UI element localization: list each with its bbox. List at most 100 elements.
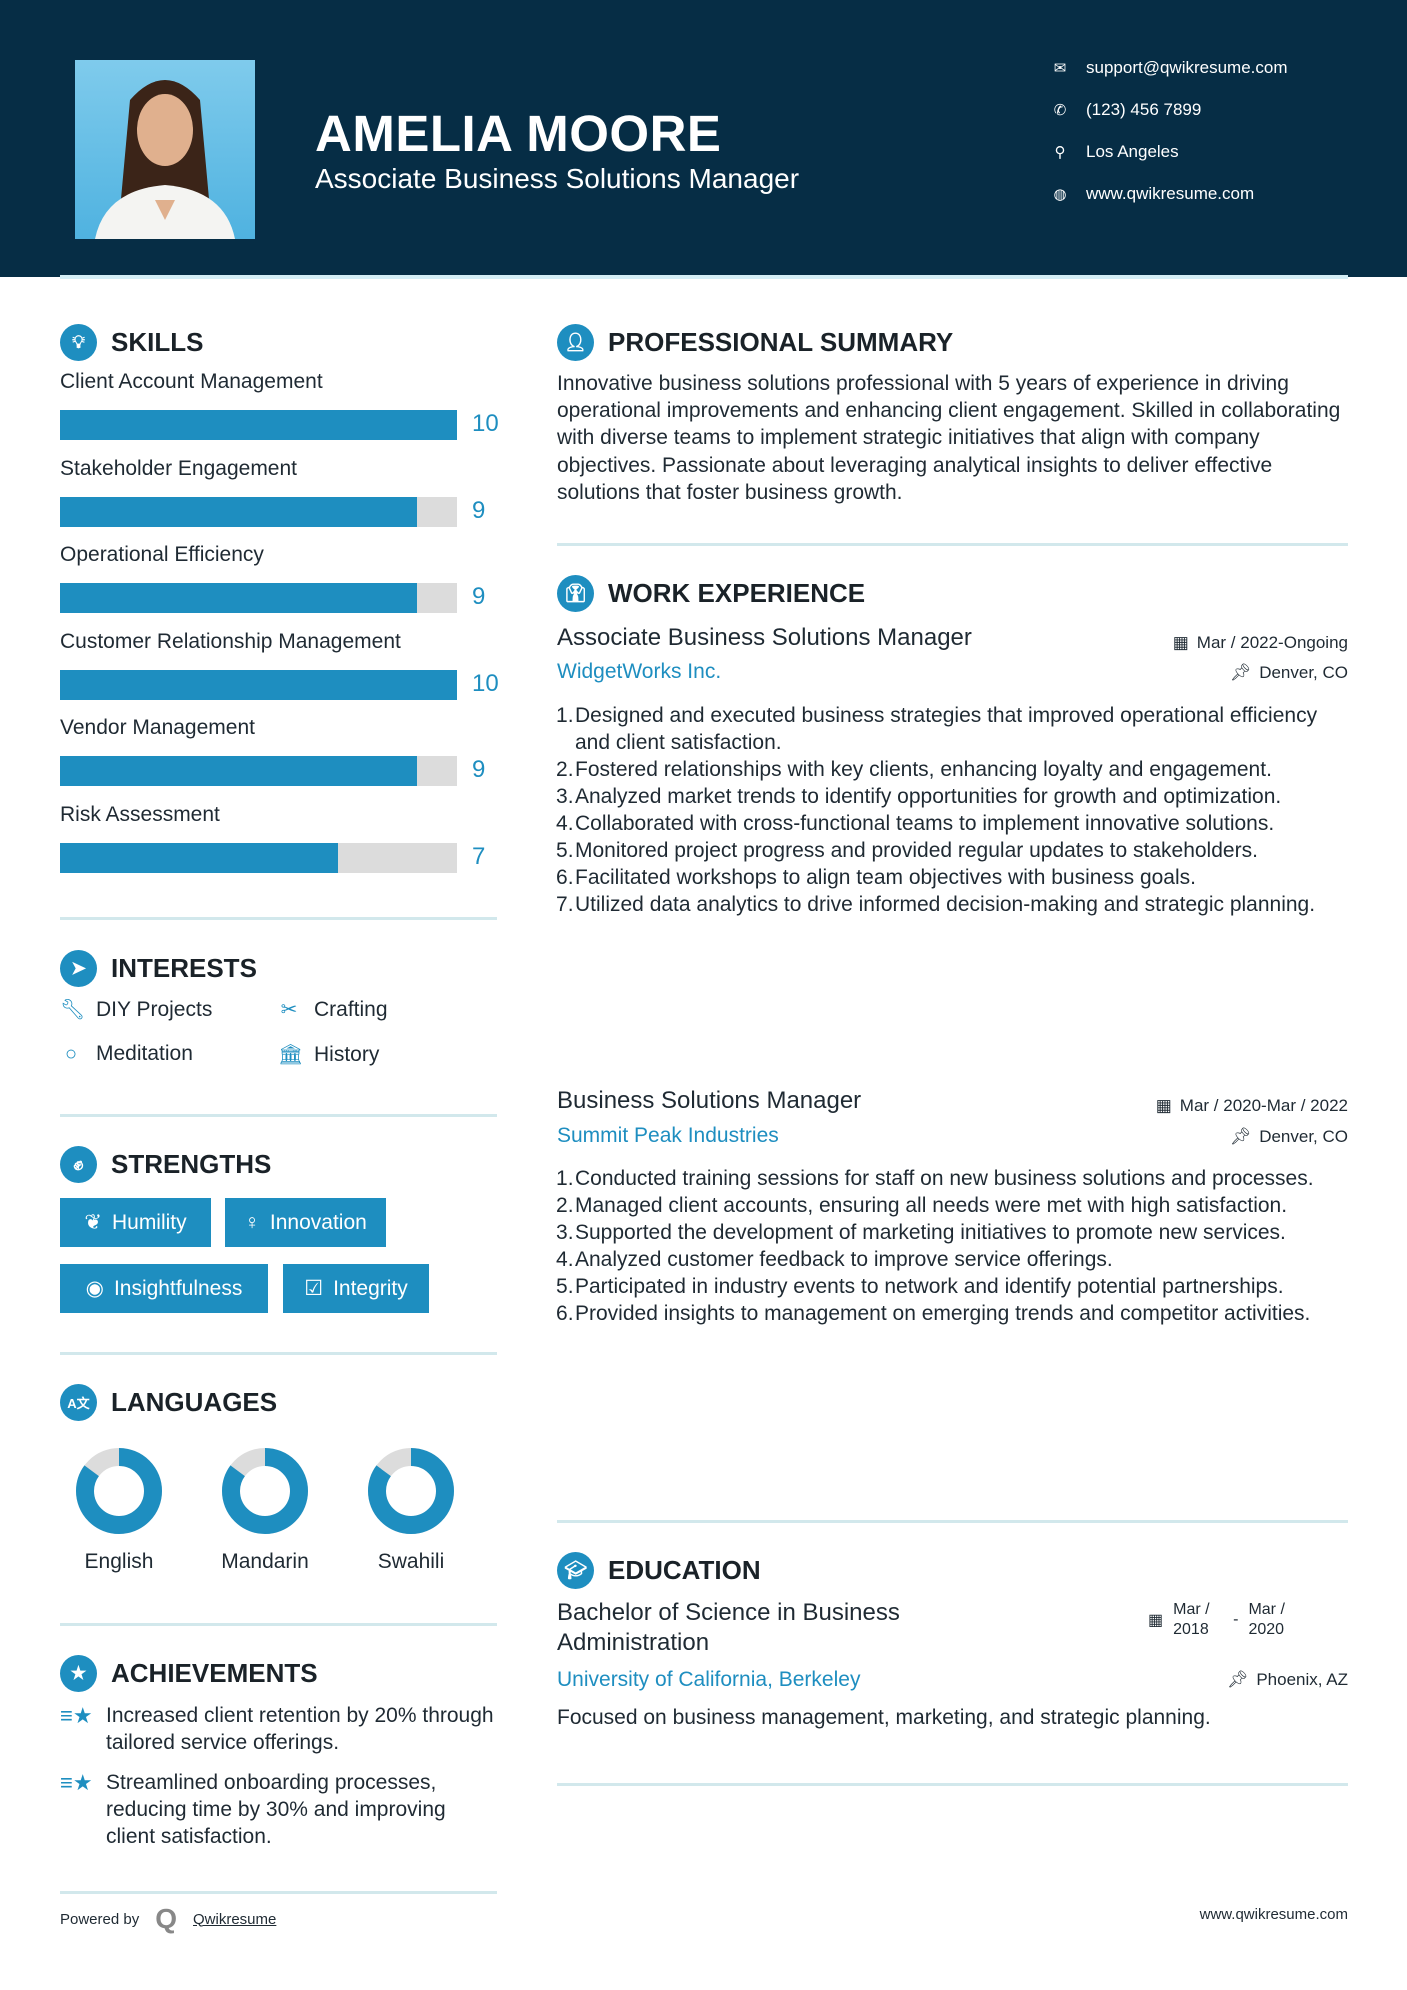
achievement-text: Increased client retention by 20% throug… <box>106 1704 494 1754</box>
education-dates: ▦ Mar / 2018 - Mar / 2020 <box>1148 1600 1298 1640</box>
duties-list: Designed and executed business strategie… <box>556 702 1347 918</box>
skill-item: Stakeholder Engagement 9 <box>60 457 500 532</box>
calendar-icon: ▦ <box>1155 1096 1172 1115</box>
contact-text: www.qwikresume.com <box>1086 184 1255 203</box>
skill-label: Stakeholder Engagement <box>60 456 297 480</box>
duty-item: Facilitated workshops to align team obje… <box>556 864 1196 891</box>
skill-bar <box>60 410 457 440</box>
skill-level: 7 <box>472 843 486 870</box>
footer-website[interactable]: www.qwikresume.com <box>1199 1906 1348 1923</box>
date-separator: - <box>1233 1611 1239 1628</box>
divider <box>60 917 497 920</box>
powered-by-text: Powered by <box>60 1910 140 1928</box>
heading-text: INTERESTS <box>111 953 257 983</box>
skill-item: Risk Assessment 7 <box>60 803 500 878</box>
contact-text: Los Angeles <box>1086 142 1179 161</box>
interest-item: ✂ Crafting <box>278 997 388 1022</box>
envelope-icon: ✉ <box>1053 60 1067 77</box>
duty-item: Fostered relationships with key clients,… <box>556 756 1272 783</box>
skill-level: 9 <box>472 583 486 611</box>
candidate-name: AMELIA MOORE <box>315 105 722 162</box>
contact-website[interactable]: ◍ www.qwikresume.com <box>1052 184 1254 204</box>
pushpin-icon: 📌︎ <box>1229 663 1252 682</box>
strength-tag: ♀ Innovation <box>225 1198 386 1247</box>
interest-item: 🔧︎ DIY Projects <box>60 997 212 1022</box>
header-divider <box>60 275 1348 279</box>
skill-item: Vendor Management 9 <box>60 716 500 791</box>
paper-plane-icon: ➤ <box>60 950 97 987</box>
dates-text: Mar / 2020-Mar / 2022 <box>1179 1096 1348 1115</box>
interest-label: Crafting <box>314 997 388 1021</box>
summary-text: Innovative business solutions profession… <box>557 372 1341 504</box>
duty-item: Analyzed market trends to identify oppor… <box>556 783 1282 810</box>
circle-icon: ○ <box>64 1042 78 1065</box>
education-description: Focused on business management, marketin… <box>557 1706 1211 1729</box>
contact-phone: ✆ (123) 456 7899 <box>1052 100 1202 120</box>
map-pin-icon: ⚲ <box>1054 144 1066 161</box>
duty-item: Designed and executed business strategie… <box>556 702 1318 754</box>
donut-fill <box>368 1448 454 1534</box>
heading-text: ACHIEVEMENTS <box>111 1658 318 1688</box>
leaf-icon: ❦ <box>84 1211 102 1234</box>
summary-heading: 👤︎ PROFESSIONAL SUMMARY <box>557 324 953 361</box>
skill-bar-fill <box>60 496 418 527</box>
brand-link[interactable]: Qwikresume <box>193 1910 277 1928</box>
checkbox-icon: ☑ <box>304 1277 324 1300</box>
divider <box>557 1520 1348 1523</box>
achievement-item: ≡★ Streamlined onboarding processes, redu… <box>60 1769 500 1850</box>
profile-photo <box>75 60 255 239</box>
graduate-icon: 🎓︎ <box>557 1552 594 1589</box>
star-icon: ≡★ <box>60 1703 93 1728</box>
briefcase-icon: 👔︎ <box>557 575 594 612</box>
duty-item: Supported the development of marketing i… <box>556 1219 1286 1246</box>
tag-label: Humility <box>111 1210 187 1234</box>
tag-label: Innovation <box>269 1210 367 1234</box>
language-label: English <box>84 1550 154 1573</box>
strength-tag: ◉ Insightfulness <box>60 1264 268 1313</box>
skill-item: Customer Relationship Management 10 <box>60 630 500 705</box>
location-text: Denver, CO <box>1259 663 1348 682</box>
divider <box>60 1352 497 1355</box>
job-dates: ▦ Mar / 2020-Mar / 2022 <box>1156 1096 1348 1116</box>
skill-bar <box>60 496 457 527</box>
eye-icon: ◉ <box>85 1277 104 1300</box>
company-name: Summit Peak Industries <box>557 1124 779 1147</box>
divider <box>60 1623 497 1626</box>
contact-text: (123) 456 7899 <box>1086 100 1202 119</box>
duty-item: Participated in industry events to netwo… <box>556 1273 1284 1300</box>
divider <box>557 543 1348 546</box>
job-location: 📌︎ Denver, CO <box>1230 1127 1348 1147</box>
star-icon: ≡★ <box>60 1770 93 1795</box>
achievement-item: ≡★ Increased client retention by 20% thro… <box>60 1702 500 1756</box>
lightbulb-icon: ♀ <box>244 1210 260 1234</box>
skill-level: 10 <box>472 410 499 437</box>
skill-bar <box>60 669 457 700</box>
pushpin-icon: 📌︎ <box>1226 1670 1249 1689</box>
skill-bar-fill <box>60 843 338 873</box>
job-dates: ▦ Mar / 2022-Ongoing <box>1173 633 1348 653</box>
duty-item: Collaborated with cross-functional teams… <box>556 810 1275 837</box>
globe-icon: ◍ <box>1053 186 1067 203</box>
company-name: WidgetWorks Inc. <box>557 660 722 683</box>
star-icon: ★ <box>60 1655 97 1692</box>
calendar-icon: ▦ <box>1172 633 1189 652</box>
skill-bar-fill <box>60 583 418 614</box>
powered-by: Powered by Q Qwikresume <box>60 1903 276 1935</box>
dates-text: Mar / 2022-Ongoing <box>1196 633 1348 652</box>
language-donut <box>368 1448 454 1534</box>
achievement-text: Streamlined onboarding processes, reduci… <box>106 1771 446 1848</box>
interest-item: 🏛︎ History <box>278 1042 379 1067</box>
contact-email[interactable]: ✉ support@qwikresume.com <box>1052 58 1288 78</box>
heading-text: EDUCATION <box>608 1555 761 1585</box>
museum-icon: 🏛︎ <box>278 1044 304 1066</box>
scissors-icon: ✂ <box>280 999 298 1021</box>
skill-bar <box>60 756 457 787</box>
skill-label: Operational Efficiency <box>60 543 264 567</box>
skill-bar-fill <box>60 410 457 440</box>
skill-bar-fill <box>60 669 457 700</box>
skill-item: Client Account Management 10 <box>60 370 500 445</box>
experience-heading: 👔︎ WORK EXPERIENCE <box>557 575 865 612</box>
language-label: Mandarin <box>221 1550 309 1573</box>
skill-label: Client Account Management <box>60 370 323 393</box>
lightbulb-icon: 💡︎ <box>60 324 97 361</box>
